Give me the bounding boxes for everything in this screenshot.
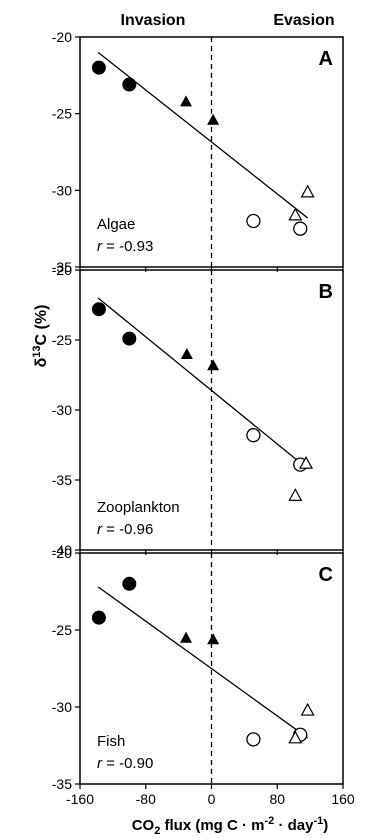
organism-label-c: Fish xyxy=(97,733,125,750)
y-tick-label-c: -35 xyxy=(52,776,72,792)
y-tick-label-c: -30 xyxy=(52,699,72,715)
data-point-open-triangle xyxy=(300,184,315,198)
y-tick-label-c: -25 xyxy=(52,622,72,638)
correlation-label-b: r = -0.96 xyxy=(97,521,153,538)
y-tick-label-b: -20 xyxy=(52,262,72,278)
y-axis-label-rest: C (%) xyxy=(33,305,50,346)
y-tick-label-b: -40 xyxy=(52,542,72,558)
y-axis-label-delta: δ xyxy=(33,357,50,367)
data-point-filled-triangle xyxy=(180,631,193,643)
y-tick-label-a: -20 xyxy=(52,29,72,45)
x-axis-label-sup2: -1 xyxy=(313,815,323,827)
correlation-symbol-a: r xyxy=(97,238,103,255)
x-tick-label-c: -80 xyxy=(136,791,156,807)
x-axis-label-post: ) xyxy=(323,817,328,834)
data-point-open-circle xyxy=(246,428,261,443)
correlation-value-c: = -0.90 xyxy=(102,755,153,772)
x-axis-label-pre: CO xyxy=(132,817,155,834)
data-point-filled-circle xyxy=(91,302,106,317)
x-tick-label-c: 160 xyxy=(331,791,355,807)
correlation-value-b: = -0.96 xyxy=(102,521,153,538)
organism-label-a: Algae xyxy=(97,216,135,233)
data-point-open-triangle xyxy=(288,730,303,744)
panel-letter-b: B xyxy=(319,281,333,303)
data-point-filled-circle xyxy=(91,60,106,75)
x-tick-label-c: -160 xyxy=(66,791,94,807)
evasion-header: Evasion xyxy=(273,12,334,29)
panel-b: -20 -25 -30 -35 -40 B Zooplankton r = -0.96 xyxy=(52,262,344,558)
data-point-filled-circle xyxy=(122,77,137,92)
regression-line-c xyxy=(97,586,309,739)
data-point-filled-triangle xyxy=(180,95,193,107)
regression-line-a xyxy=(97,51,309,219)
panel-letter-a: A xyxy=(319,48,333,70)
data-point-filled-circle xyxy=(91,610,106,625)
y-axis-label-sup: 13 xyxy=(31,345,43,357)
y-tick-label-b: -30 xyxy=(52,402,72,418)
data-point-open-circle xyxy=(246,732,261,747)
y-tick-label-b: -25 xyxy=(52,332,72,348)
data-point-filled-triangle xyxy=(180,348,193,359)
x-tick-label-c: 0 xyxy=(208,791,216,807)
x-axis-label-mid2: · day xyxy=(274,817,314,834)
x-axis-label-sub: 2 xyxy=(154,825,160,837)
data-point-open-circle xyxy=(293,221,308,236)
organism-label-b: Zooplankton xyxy=(97,499,180,516)
y-tick-label-a: -30 xyxy=(52,182,72,198)
data-point-open-triangle xyxy=(288,488,303,501)
correlation-label-c: r = -0.90 xyxy=(97,755,153,772)
panel-a: -20 -25 -30 -35 A Algae r = -0.93 xyxy=(52,29,344,275)
data-point-open-triangle xyxy=(300,702,315,716)
y-tick-label-a: -25 xyxy=(52,106,72,122)
y-tick-label-a: -35 xyxy=(52,259,72,275)
x-axis-label-mid: flux (mg C · m xyxy=(160,817,264,834)
regression-line-b xyxy=(97,297,309,470)
y-axis-label: δ13C (%) xyxy=(31,305,50,368)
panel-c: -20 -25 -30 -35-160 -80 0 80 160 C Fish r = -0.90 xyxy=(52,545,355,807)
correlation-value-a: = -0.93 xyxy=(102,238,153,255)
data-point-open-circle xyxy=(246,213,261,229)
data-point-open-triangle xyxy=(299,455,314,469)
panel-letter-c: C xyxy=(319,564,333,586)
data-point-filled-circle xyxy=(122,331,137,346)
x-axis-label-sup1: -2 xyxy=(265,815,275,827)
y-tick-label-b: -35 xyxy=(52,472,72,488)
x-axis-label: CO2 flux (mg C · m-2 · day-1) xyxy=(132,815,329,837)
invasion-header: Invasion xyxy=(121,12,186,29)
x-tick-label-c: 80 xyxy=(269,791,285,807)
correlation-label-a: r = -0.93 xyxy=(97,238,153,255)
y-tick-label-c: -20 xyxy=(52,545,72,561)
data-point-filled-triangle xyxy=(207,113,220,125)
data-point-filled-triangle xyxy=(207,359,220,371)
data-point-filled-triangle xyxy=(207,633,220,645)
correlation-symbol-b: r xyxy=(97,521,103,538)
correlation-symbol-c: r xyxy=(97,755,103,772)
data-point-filled-circle xyxy=(122,576,137,591)
data-point-open-triangle xyxy=(288,207,303,221)
